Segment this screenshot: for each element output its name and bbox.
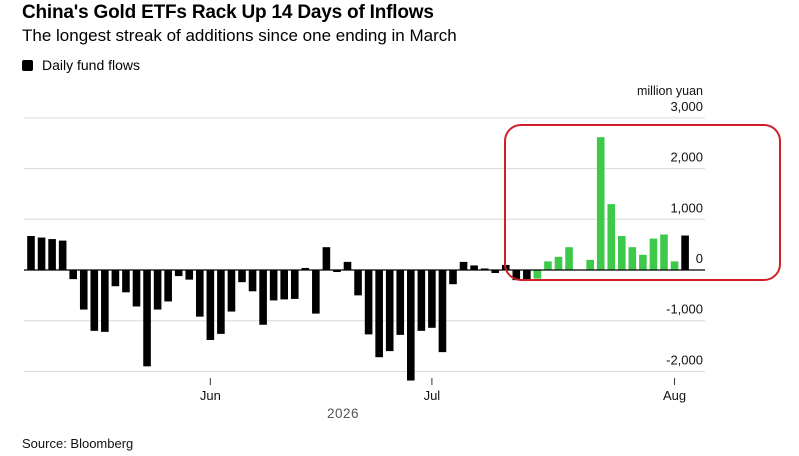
x-year-label: 2026 [327,406,359,421]
bars [27,137,689,381]
y-axis-unit-label: million yuan [637,84,703,98]
bar [670,261,679,270]
legend: Daily fund flows [22,57,140,73]
bar [491,270,499,274]
bar [639,254,647,270]
bar [554,256,563,270]
bar [174,270,183,277]
bar [364,270,373,335]
bar [322,247,331,271]
bar [565,247,573,271]
bar [586,259,594,270]
bar [596,137,605,270]
bar [459,261,468,270]
bar [290,270,299,299]
bar [333,270,341,273]
bar [407,270,415,381]
bar [428,270,436,328]
y-tick-label: 0 [696,251,703,266]
bar [48,239,56,270]
bar [122,270,130,293]
bar [101,270,109,332]
bar [164,270,172,302]
bar [27,236,35,270]
x-tick-label: Aug [663,388,686,403]
source-note: Source: Bloomberg [22,436,134,451]
bar-chart: 3,000 2,000 1,000 0 -1,000 -2,000 million yuan… [24,84,781,421]
legend-swatch [22,59,33,71]
bar [37,237,46,270]
bar [523,270,531,281]
bar [185,270,194,280]
bar [196,270,204,317]
bar [312,270,320,314]
bar [259,270,267,325]
bar [227,270,236,312]
bar [69,270,77,280]
bar [607,204,616,270]
bar [512,270,521,281]
bar [269,270,278,301]
bar [111,270,120,287]
bar [649,238,658,270]
bar [206,270,215,340]
bar [385,270,394,352]
bar [660,234,668,270]
axes: 3,000 2,000 1,000 0 -1,000 -2,000 million yuan… [24,84,705,421]
highlight-outline [504,124,781,281]
y-tick-label: 2,000 [670,150,703,165]
bar [449,270,457,285]
gridlines [24,117,705,372]
bar [354,270,362,296]
y-tick-label: 3,000 [670,99,703,114]
bar [301,267,310,270]
highlight-box [504,124,781,281]
bar [396,270,405,335]
bar [132,270,141,307]
bar [280,270,288,300]
bar [143,270,151,367]
bar [618,236,626,270]
bar [480,268,489,270]
bar [544,261,552,270]
chart-title: China's Gold ETFs Rack Up 14 Days of Inf… [22,2,434,23]
bar [153,270,162,310]
bar [470,265,478,270]
bar [217,270,225,334]
y-tick-label: 1,000 [670,200,703,215]
bar [248,270,257,292]
bar [533,270,542,279]
bar [628,247,637,271]
bar [417,270,426,331]
bar [58,240,67,270]
y-tick-label: -2,000 [666,352,703,367]
y-tick-label: -1,000 [666,302,703,317]
bar [79,270,88,310]
bar [681,235,689,270]
legend-label: Daily fund flows [42,57,141,73]
bar [375,270,383,358]
x-tick-label: Jul [424,388,441,403]
chart-subtitle: The longest streak of additions since on… [22,26,457,45]
bar [90,270,99,331]
bar [238,270,246,283]
x-tick-label: Jun [200,388,221,403]
bar [343,261,352,270]
bar [438,270,447,353]
